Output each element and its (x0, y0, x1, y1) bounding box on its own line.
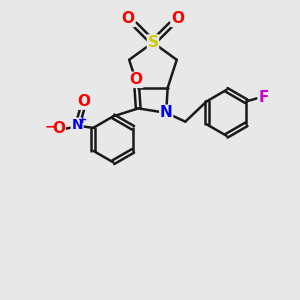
Text: O: O (52, 121, 65, 136)
Text: O: O (77, 94, 90, 109)
Text: O: O (171, 11, 184, 26)
Text: N: N (71, 118, 83, 132)
Text: F: F (258, 90, 269, 105)
Text: +: + (78, 115, 87, 125)
Text: N: N (160, 105, 172, 120)
Text: −: − (45, 119, 56, 134)
Text: O: O (130, 72, 142, 87)
Text: O: O (122, 11, 135, 26)
Text: S: S (147, 35, 158, 50)
